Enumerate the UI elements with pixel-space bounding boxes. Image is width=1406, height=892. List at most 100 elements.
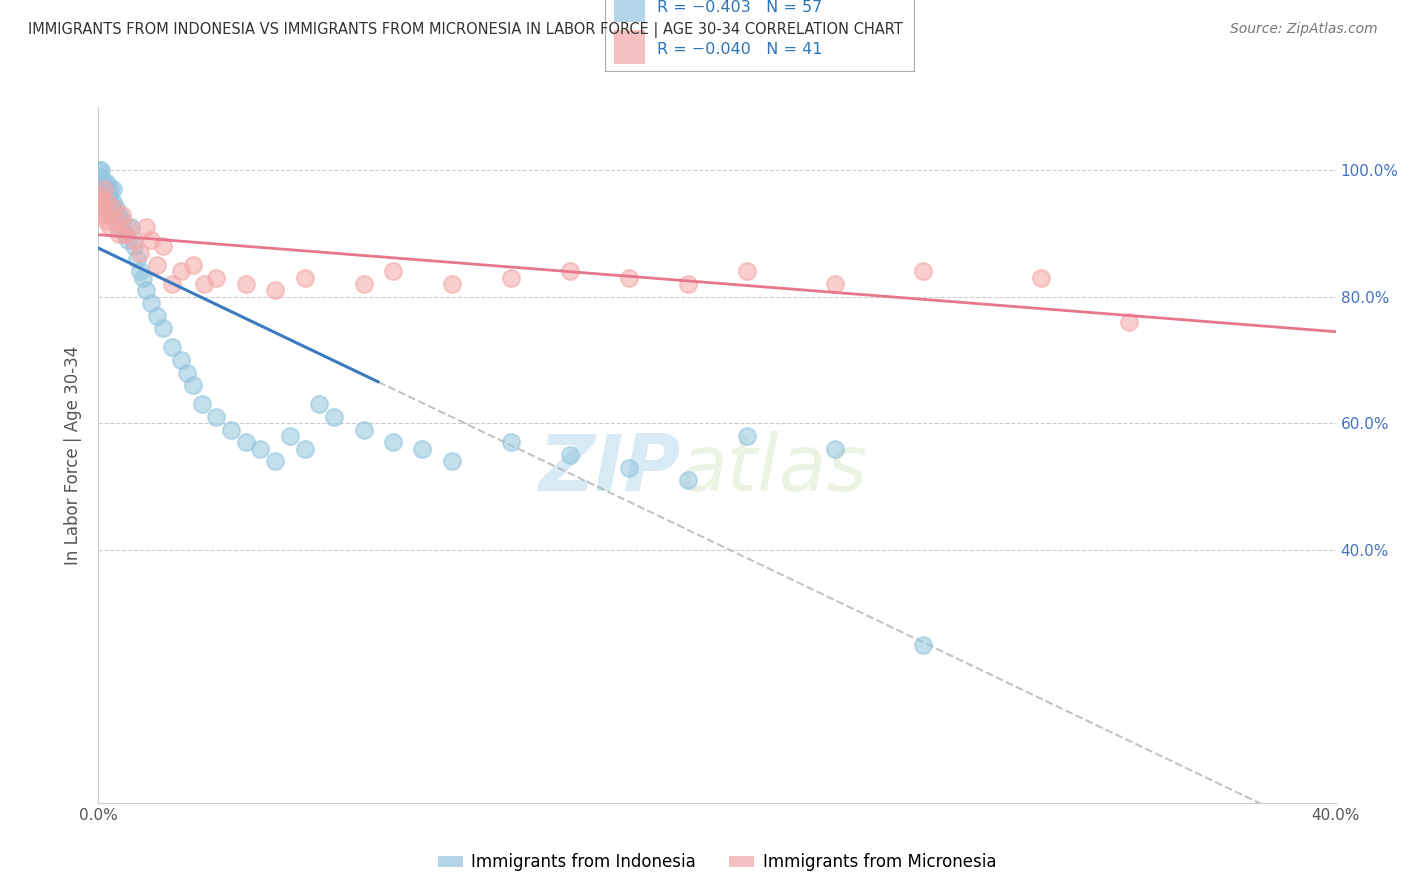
Point xyxy=(294,270,316,285)
Point xyxy=(235,435,257,450)
Point xyxy=(89,182,111,196)
Point xyxy=(735,429,758,443)
Point xyxy=(98,182,121,196)
Point xyxy=(93,194,115,209)
Point xyxy=(264,454,287,468)
Point xyxy=(101,201,124,215)
Point xyxy=(278,429,301,443)
Y-axis label: In Labor Force | Age 30-34: In Labor Force | Age 30-34 xyxy=(65,345,83,565)
Point xyxy=(152,321,174,335)
Point xyxy=(101,194,124,209)
Point xyxy=(353,423,375,437)
Point xyxy=(146,309,169,323)
Point xyxy=(294,442,316,456)
Point xyxy=(617,270,640,285)
Point xyxy=(97,188,120,202)
Point xyxy=(98,220,121,235)
Point xyxy=(160,340,183,354)
Point xyxy=(308,397,330,411)
Point xyxy=(91,188,114,202)
Point xyxy=(122,239,145,253)
Point xyxy=(205,270,228,285)
Point xyxy=(440,454,463,468)
Point xyxy=(411,442,433,456)
Point xyxy=(117,220,139,235)
Point xyxy=(152,239,174,253)
Point xyxy=(135,220,157,235)
Text: R = −0.403   N = 57: R = −0.403 N = 57 xyxy=(657,0,823,14)
Point xyxy=(264,284,287,298)
Point xyxy=(219,423,242,437)
Text: ZIP: ZIP xyxy=(537,431,681,507)
Point xyxy=(141,296,163,310)
Point xyxy=(205,409,228,424)
Point xyxy=(91,201,114,215)
Point xyxy=(912,264,935,278)
Point xyxy=(93,176,115,190)
Point xyxy=(193,277,215,292)
Point xyxy=(235,277,257,292)
Point xyxy=(912,638,935,652)
Point xyxy=(170,353,193,368)
Point xyxy=(96,188,118,202)
Point xyxy=(89,208,111,222)
Point xyxy=(96,208,118,222)
Point xyxy=(676,473,699,487)
Point xyxy=(93,182,115,196)
Point xyxy=(1029,270,1052,285)
Point xyxy=(160,277,183,292)
Point xyxy=(90,169,112,184)
Point xyxy=(101,208,124,222)
Point xyxy=(824,277,846,292)
Point xyxy=(120,220,142,235)
Point xyxy=(128,264,150,278)
Point xyxy=(89,163,111,178)
Point xyxy=(1118,315,1140,329)
Point xyxy=(96,201,118,215)
Point xyxy=(617,460,640,475)
Point xyxy=(558,448,581,462)
Point xyxy=(382,264,405,278)
Point xyxy=(94,214,117,228)
Point xyxy=(108,208,131,222)
Point xyxy=(190,397,212,411)
Point xyxy=(323,409,346,424)
Point xyxy=(499,270,522,285)
Point xyxy=(108,220,131,235)
Text: IMMIGRANTS FROM INDONESIA VS IMMIGRANTS FROM MICRONESIA IN LABOR FORCE | AGE 30-: IMMIGRANTS FROM INDONESIA VS IMMIGRANTS … xyxy=(28,22,903,38)
Point xyxy=(125,252,148,266)
Point xyxy=(558,264,581,278)
Point xyxy=(105,214,128,228)
Legend: Immigrants from Indonesia, Immigrants from Micronesia: Immigrants from Indonesia, Immigrants fr… xyxy=(432,847,1002,878)
Point xyxy=(141,233,163,247)
Point xyxy=(98,194,121,209)
Point xyxy=(181,378,204,392)
Point xyxy=(122,233,145,247)
Point xyxy=(735,264,758,278)
Point xyxy=(181,258,204,272)
Point xyxy=(90,163,112,178)
Point xyxy=(131,270,153,285)
Point xyxy=(440,277,463,292)
Point xyxy=(128,245,150,260)
Point xyxy=(146,258,169,272)
Point xyxy=(96,176,118,190)
Point xyxy=(90,188,112,202)
Point xyxy=(96,194,118,209)
Point xyxy=(249,442,271,456)
Point xyxy=(676,277,699,292)
Bar xyxy=(614,30,645,64)
Point xyxy=(353,277,375,292)
Point xyxy=(824,442,846,456)
Text: Source: ZipAtlas.com: Source: ZipAtlas.com xyxy=(1230,22,1378,37)
Point xyxy=(114,227,136,241)
Point xyxy=(90,194,112,209)
Point xyxy=(111,214,134,228)
Point xyxy=(170,264,193,278)
Point xyxy=(114,227,136,241)
Point xyxy=(499,435,522,450)
Text: atlas: atlas xyxy=(681,431,868,507)
Bar xyxy=(614,0,645,22)
Text: R = −0.040   N = 41: R = −0.040 N = 41 xyxy=(657,42,823,56)
Point xyxy=(101,182,124,196)
